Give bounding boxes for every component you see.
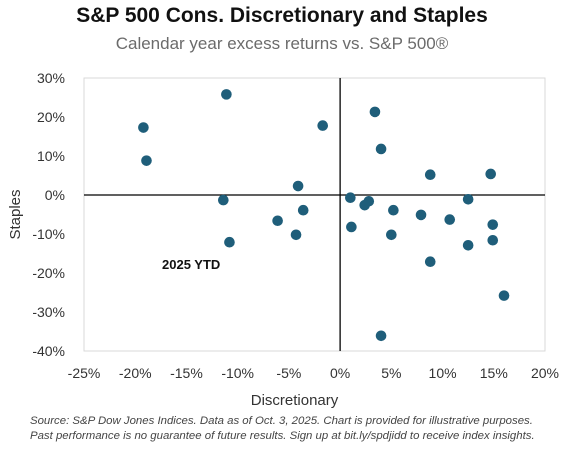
data-point [386, 229, 397, 241]
x-tick-label: -25% [68, 365, 101, 381]
chart-subtitle: Calendar year excess returns vs. S&P 500… [115, 34, 449, 53]
x-tick-label: 10% [429, 365, 457, 381]
x-tick-label: -5% [276, 365, 301, 381]
y-tick-label: 30% [37, 70, 65, 86]
data-point [272, 215, 283, 227]
y-tick-label: 10% [37, 148, 65, 164]
data-point [369, 106, 381, 118]
data-point [292, 180, 304, 192]
data-point [218, 194, 229, 206]
source-note: Source: S&P Dow Jones Indices. Data as o… [30, 415, 535, 442]
data-point [424, 256, 436, 267]
data-point [462, 193, 474, 205]
x-tick-label: -20% [119, 365, 152, 381]
y-tick-label: -10% [32, 226, 65, 242]
data-point [487, 219, 499, 230]
data-point [317, 120, 328, 131]
data-point [346, 221, 357, 233]
x-tick-label: -15% [170, 365, 203, 381]
annotation-label: 2025 YTD [162, 257, 220, 272]
data-point [375, 143, 387, 155]
data-point [375, 330, 387, 342]
data-point [141, 155, 152, 166]
x-tick-label: 15% [480, 365, 508, 381]
x-tick-label: 20% [531, 365, 559, 381]
x-tick-label: -10% [221, 365, 254, 381]
x-tick-label: 0% [330, 365, 350, 381]
data-point [415, 209, 427, 221]
data-point [290, 229, 302, 241]
data-point [363, 195, 375, 207]
y-axis-title: Staples [7, 189, 24, 239]
x-axis-title: Discretionary [251, 392, 339, 409]
data-point [224, 236, 235, 248]
y-tick-label: 0% [45, 187, 65, 203]
plot-frame [83, 77, 546, 352]
y-tick-label: -30% [32, 304, 65, 320]
data-point [424, 169, 436, 181]
data-point [345, 192, 356, 204]
data-point [498, 290, 510, 301]
y-tick-label: -20% [32, 265, 65, 281]
data-point [297, 204, 309, 216]
data-point [221, 89, 232, 100]
data-point [138, 122, 149, 133]
y-tick-label: -40% [32, 343, 65, 359]
x-tick-label: 5% [381, 365, 401, 381]
chart-title: S&P 500 Cons. Discretionary and Staples [76, 4, 488, 27]
y-tick-label: 20% [37, 109, 65, 125]
data-point [485, 168, 497, 180]
data-point [444, 214, 456, 225]
data-point [487, 234, 499, 246]
data-point [462, 240, 474, 251]
data-point [388, 204, 399, 216]
